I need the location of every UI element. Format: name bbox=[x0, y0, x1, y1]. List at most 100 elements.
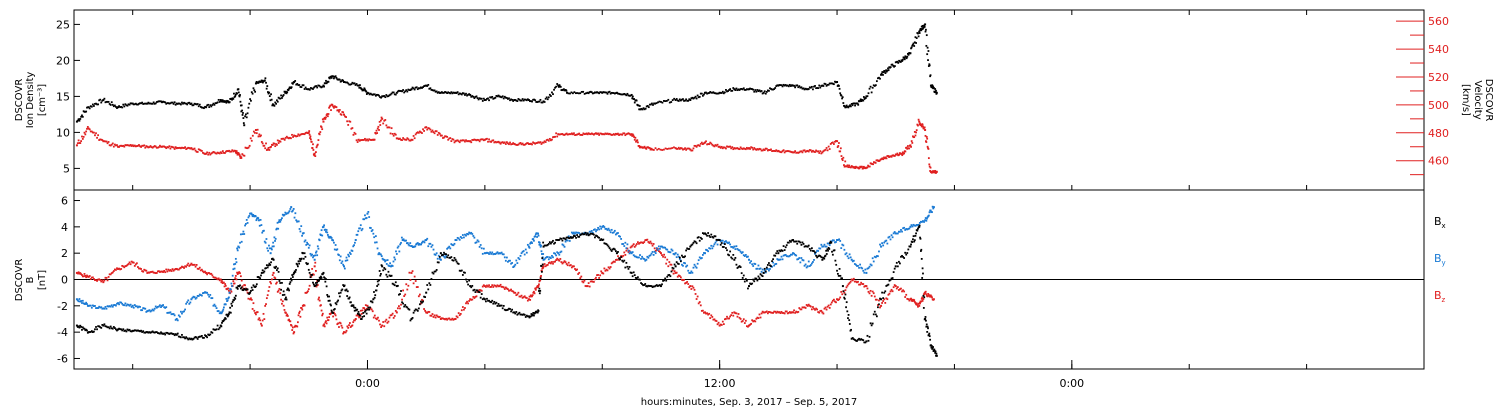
data-point bbox=[588, 285, 591, 288]
data-point bbox=[320, 277, 323, 279]
data-point bbox=[513, 265, 516, 268]
data-point bbox=[806, 149, 809, 152]
data-point bbox=[532, 311, 535, 314]
data-point bbox=[448, 317, 451, 320]
data-point bbox=[359, 227, 361, 230]
data-point bbox=[255, 313, 257, 316]
data-point bbox=[570, 91, 573, 94]
data-point bbox=[202, 270, 204, 273]
data-point bbox=[464, 271, 466, 274]
data-point bbox=[315, 269, 317, 272]
data-point bbox=[863, 271, 866, 274]
data-point bbox=[424, 126, 427, 129]
data-point bbox=[151, 146, 154, 149]
data-point bbox=[813, 250, 815, 253]
data-point bbox=[910, 140, 913, 142]
data-point bbox=[286, 288, 289, 291]
data-point bbox=[248, 215, 251, 217]
data-point bbox=[292, 208, 295, 210]
data-point bbox=[772, 258, 775, 261]
data-point bbox=[761, 268, 764, 271]
data-point bbox=[786, 312, 789, 315]
b-tick-label: 2 bbox=[61, 247, 68, 260]
data-point bbox=[845, 252, 848, 255]
data-point bbox=[103, 97, 106, 100]
data-point bbox=[501, 95, 504, 98]
data-point bbox=[571, 232, 574, 235]
data-point bbox=[697, 144, 700, 147]
data-point bbox=[290, 86, 293, 89]
data-point bbox=[701, 94, 704, 97]
data-point bbox=[292, 332, 295, 335]
data-point bbox=[104, 325, 107, 328]
data-point bbox=[169, 311, 172, 314]
data-point bbox=[747, 147, 749, 150]
data-point bbox=[417, 243, 420, 246]
data-point bbox=[186, 264, 189, 267]
data-point bbox=[862, 339, 865, 342]
data-point bbox=[772, 88, 775, 91]
data-point bbox=[880, 304, 883, 307]
data-point bbox=[542, 100, 545, 103]
data-point bbox=[181, 333, 183, 336]
data-point bbox=[465, 302, 467, 305]
data-point bbox=[927, 327, 929, 330]
data-point bbox=[630, 133, 633, 136]
data-point bbox=[448, 256, 451, 259]
data-point bbox=[920, 300, 923, 303]
data-point bbox=[377, 316, 379, 319]
data-point bbox=[496, 141, 499, 143]
data-point bbox=[198, 266, 201, 269]
data-point bbox=[249, 298, 252, 301]
data-point bbox=[421, 132, 423, 134]
data-point bbox=[544, 141, 547, 143]
data-point bbox=[730, 89, 733, 92]
data-point bbox=[776, 310, 779, 313]
data-point bbox=[111, 271, 114, 274]
data-point bbox=[273, 104, 276, 107]
data-point bbox=[567, 261, 570, 264]
data-point bbox=[311, 87, 313, 90]
data-point bbox=[548, 93, 551, 96]
data-point bbox=[635, 243, 638, 245]
data-point bbox=[848, 319, 851, 322]
data-point bbox=[227, 287, 230, 290]
data-point bbox=[787, 241, 790, 244]
data-point bbox=[740, 252, 743, 255]
data-point bbox=[302, 257, 305, 260]
data-point bbox=[527, 245, 530, 248]
data-point bbox=[552, 136, 554, 139]
data-point bbox=[326, 115, 329, 118]
data-point bbox=[414, 280, 417, 282]
data-point bbox=[818, 311, 821, 314]
data-point bbox=[141, 270, 144, 273]
data-point bbox=[301, 133, 304, 135]
data-point bbox=[740, 87, 743, 90]
data-point bbox=[903, 152, 906, 155]
data-point bbox=[382, 122, 385, 125]
data-point bbox=[316, 86, 319, 89]
data-point bbox=[168, 269, 171, 272]
data-point bbox=[558, 259, 561, 262]
data-point bbox=[439, 91, 442, 94]
data-point bbox=[278, 288, 281, 290]
data-point bbox=[602, 272, 605, 275]
data-point bbox=[796, 311, 799, 314]
data-point bbox=[923, 221, 925, 223]
data-point bbox=[399, 137, 401, 140]
data-point bbox=[778, 249, 781, 252]
data-point bbox=[927, 293, 930, 295]
data-point bbox=[316, 284, 319, 286]
data-point bbox=[618, 257, 620, 260]
data-point bbox=[759, 90, 762, 93]
data-point bbox=[376, 247, 379, 250]
data-point bbox=[927, 334, 930, 337]
data-point bbox=[134, 102, 137, 105]
data-point bbox=[388, 265, 391, 267]
data-point bbox=[911, 44, 914, 47]
data-point bbox=[147, 331, 150, 334]
data-point bbox=[432, 316, 435, 318]
data-point bbox=[749, 87, 751, 90]
data-point bbox=[507, 142, 509, 145]
data-point bbox=[478, 291, 481, 294]
